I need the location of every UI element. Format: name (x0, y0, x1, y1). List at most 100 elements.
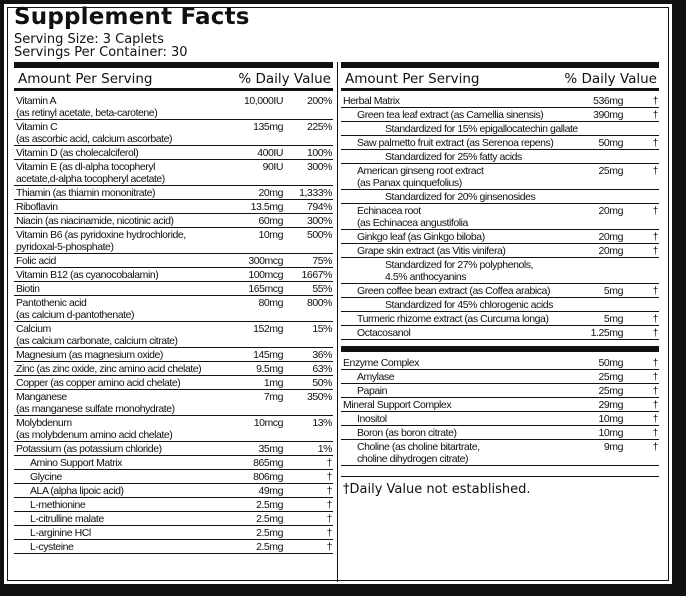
ingredient-row: Copper (as copper amino acid chelate) 1mg… (14, 376, 333, 390)
name-line: Pantothenic acid (16, 297, 87, 309)
daily-value: † (326, 499, 333, 511)
amount: 10mg (598, 427, 624, 439)
column-header: Amount Per Serving % Daily Value (341, 68, 659, 91)
name-line: L-citrulline malate (30, 513, 104, 525)
name-line: Boron (as boron citrate) (357, 427, 457, 439)
ingredient-name: Green coffee bean extract (as Coffea ara… (341, 285, 559, 297)
ingredient-row: Biotin 165mcg 55% (14, 282, 333, 296)
ingredient-name: Niacin (as niacinamide, nicotinic acid) (14, 215, 227, 227)
ingredient-name: Vitamin B6 (as pyridoxine hydrochloride,… (14, 229, 227, 253)
name-line-2: pyridoxal-5-phosphate) (16, 241, 114, 253)
name-line: Riboflavin (16, 201, 58, 213)
column-divider (337, 62, 338, 582)
name-line: Glycine (30, 471, 62, 483)
amount: 90IU (262, 161, 284, 173)
ingredient-row: Vitamin B12 (as cyanocobalamin) 100mcg 166… (14, 268, 333, 282)
daily-value: 63% (312, 363, 332, 375)
ingredient-row: Choline (as choline bitartrate, choline d… (341, 440, 659, 466)
ingredient-row: Molybdenum (as molybdenum amino acid chel… (14, 416, 333, 442)
amount: 10mcg (253, 417, 284, 429)
ingredient-name: ALA (alpha lipoic acid) (14, 485, 227, 497)
daily-value: † (652, 399, 659, 411)
ingredient-name: Octacosanol (341, 327, 559, 339)
amount: 25mg (598, 371, 624, 383)
amount: 20mg (598, 205, 624, 217)
amount: 10mg (598, 413, 624, 425)
daily-value: 200% (306, 95, 333, 107)
daily-value: † (326, 541, 333, 553)
servings-per-container: Servings Per Container: 30 (14, 45, 188, 60)
daily-value: † (652, 313, 659, 325)
name-line-2: (as molybdenum amino acid chelate) (16, 429, 173, 441)
amount: 1mg (263, 377, 284, 389)
ingredient-name: Standardized for 45% chlorogenic acids (341, 299, 659, 311)
amount: 2.5mg (256, 527, 283, 539)
ingredient-name: Folic acid (14, 255, 227, 267)
daily-value: † (326, 513, 333, 525)
complex-list: Enzyme Complex 50mg † Amylase 25mg † Papain 25m… (341, 356, 659, 466)
name-line-2: (as calcium d-pantothenate) (16, 309, 135, 321)
name-line-2: (as manganese sulfate monohydrate) (16, 403, 175, 415)
ingredient-name: Enzyme Complex (341, 357, 559, 369)
standardization-note: Standardized for 27% polyphenols, 4.5% an… (341, 258, 659, 284)
name-line: Biotin (16, 283, 40, 295)
name-line-2: (as Panax quinquefolius) (357, 177, 462, 189)
amount: 2.5mg (256, 541, 283, 553)
daily-value: † (652, 231, 659, 243)
header-bar (14, 62, 333, 68)
name-line-2: (as calcium carbonate, calcium citrate) (16, 335, 178, 347)
daily-value-heading: % Daily Value (238, 71, 331, 87)
ingredient-name: Biotin (14, 283, 227, 295)
daily-value: 75% (312, 255, 332, 267)
name-line: Niacin (as niacinamide, nicotinic acid) (16, 215, 174, 227)
amount: 9mg (603, 441, 624, 453)
ingredient-name: L-citrulline malate (14, 513, 227, 525)
ingredient-name: Amylase (341, 371, 559, 383)
daily-value: † (652, 385, 659, 397)
name-line: Herbal Matrix (343, 95, 400, 107)
ingredient-name: Standardized for 27% polyphenols, 4.5% an… (341, 259, 659, 283)
ingredient-row: Vitamin D (as cholecalciferol) 400IU 100% (14, 146, 333, 160)
daily-value: † (652, 95, 659, 107)
name-line: Standardized for 45% chlorogenic acids (385, 299, 553, 311)
name-line: American ginseng root extract (357, 165, 484, 177)
amount: 536mg (593, 95, 623, 107)
amount: 20mg (598, 231, 624, 243)
daily-value: 100% (306, 147, 333, 159)
ingredient-name: Mineral Support Complex (341, 399, 559, 411)
ingredient-row: Zinc (as zinc oxide, zinc amino acid che… (14, 362, 333, 376)
name-line: Choline (as choline bitartrate, (357, 441, 480, 453)
standardization-note: Standardized for 20% ginsenosides (341, 190, 659, 204)
amount: 152mg (253, 323, 283, 335)
ingredient-name: Vitamin C (as ascorbic acid, calcium asco… (14, 121, 227, 145)
ingredient-name: American ginseng root extract (as Panax q… (341, 165, 559, 189)
amount-per-serving-heading: Amount Per Serving (345, 71, 480, 87)
ingredient-name: Vitamin B12 (as cyanocobalamin) (14, 269, 227, 281)
ingredient-row: Turmeric rhizome extract (as Curcuma lon… (341, 312, 659, 326)
daily-value: † (326, 457, 333, 469)
ingredient-name: Magnesium (as magnesium oxide) (14, 349, 227, 361)
ingredient-row: Thiamin (as thiamin mononitrate) 20mg 1,33… (14, 186, 333, 200)
amount: 9.5mg (256, 363, 283, 375)
ingredient-row: L-citrulline malate 2.5mg † (14, 512, 333, 526)
ingredient-name: Glycine (14, 471, 227, 483)
ingredient-row: Glycine 806mg † (14, 470, 333, 484)
ingredient-name: Molybdenum (as molybdenum amino acid chel… (14, 417, 227, 441)
amount: 60mg (258, 215, 284, 227)
daily-value: † (652, 357, 659, 369)
name-line-2: (as retinyl acetate, beta-carotene) (16, 107, 158, 119)
name-line: Saw palmetto fruit extract (as Serenoa r… (357, 137, 554, 149)
ingredient-name: Pantothenic acid (as calcium d-pantothena… (14, 297, 227, 321)
amount: 35mg (258, 443, 284, 455)
daily-value: 1667% (301, 269, 333, 281)
name-line: Zinc (as zinc oxide, zinc amino acid che… (16, 363, 202, 375)
daily-value: 15% (312, 323, 332, 335)
daily-value: 500% (306, 229, 333, 241)
name-line-2: (as ascorbic acid, calcium ascorbate) (16, 133, 173, 145)
ingredient-name: L-cysteine (14, 541, 227, 553)
name-line: Amylase (357, 371, 395, 383)
ingredient-row: ALA (alpha lipoic acid) 49mg † (14, 484, 333, 498)
ingredient-row: Riboflavin 13.5mg 794% (14, 200, 333, 214)
name-line: L-arginine HCl (30, 527, 91, 539)
daily-value: † (652, 245, 659, 257)
